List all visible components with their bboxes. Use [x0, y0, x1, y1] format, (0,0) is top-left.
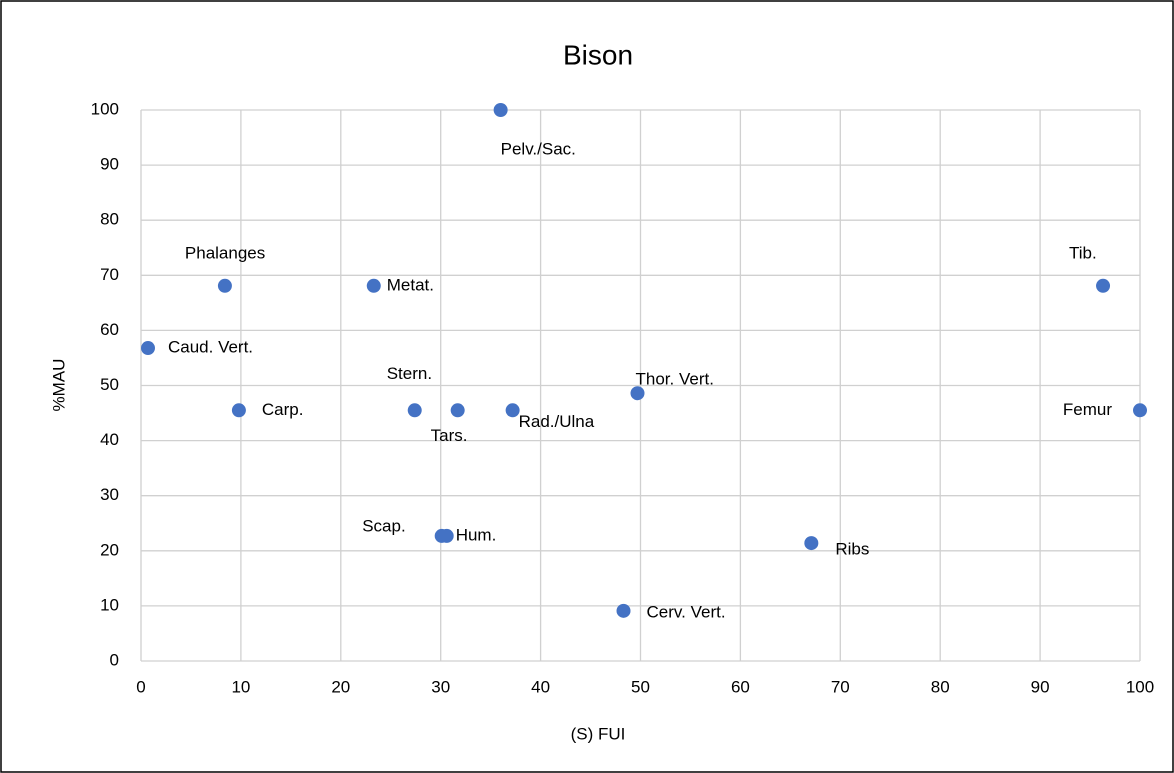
point-label: Carp. [262, 400, 304, 419]
x-tick-label: 50 [631, 677, 650, 696]
point [231, 403, 246, 418]
x-tick-label: 40 [531, 677, 550, 696]
x-tick-label: 100 [1126, 677, 1154, 696]
y-tick-label: 50 [100, 375, 119, 394]
point-label: Metat. [387, 275, 434, 294]
y-tick-label: 40 [100, 430, 119, 449]
point-label: Thor. Vert. [636, 370, 714, 389]
point-label: Phalanges [185, 243, 265, 262]
chart-title: Bison [563, 39, 633, 70]
x-tick-label: 10 [231, 677, 250, 696]
point-label: Pelv./Sac. [501, 139, 576, 158]
y-tick-label: 20 [100, 540, 119, 559]
point [1133, 403, 1147, 418]
point-label: Ribs [835, 540, 869, 559]
y-tick-label: 30 [100, 485, 119, 504]
x-tick-label: 0 [136, 677, 145, 696]
point [804, 536, 819, 551]
point [217, 278, 232, 293]
x-axis-title: (S) FUI [571, 724, 626, 743]
y-tick-label: 80 [100, 210, 119, 229]
y-axis-title: %MAU [49, 359, 68, 412]
x-tick-label: 80 [931, 677, 950, 696]
point-label: Tars. [431, 426, 468, 445]
point-label: Hum. [456, 525, 497, 544]
point-label: Tib. [1069, 243, 1097, 262]
point [616, 603, 631, 618]
x-tick-label: 30 [431, 677, 450, 696]
point [140, 341, 155, 356]
point [493, 103, 508, 117]
y-tick-label: 70 [100, 265, 119, 284]
y-tick-label: 0 [110, 650, 119, 669]
point [630, 386, 645, 401]
y-tick-label: 60 [100, 320, 119, 339]
point-label: Femur [1063, 400, 1112, 419]
x-tick-label: 20 [331, 677, 350, 696]
point [505, 403, 520, 418]
point [439, 528, 454, 543]
point-label: Stern. [387, 364, 432, 383]
y-tick-label: 10 [100, 595, 119, 614]
x-tick-label: 70 [831, 677, 850, 696]
x-tick-label: 60 [731, 677, 750, 696]
point [407, 403, 422, 418]
point-label: Scap. [362, 516, 405, 535]
point-label: Rad./Ulna [519, 412, 595, 431]
point [1096, 278, 1111, 293]
point-label: Cerv. Vert. [647, 602, 726, 621]
point [366, 278, 381, 293]
point [450, 403, 465, 418]
x-tick-label: 90 [1031, 677, 1050, 696]
point-label: Caud. Vert. [168, 338, 253, 357]
y-tick-label: 90 [100, 155, 119, 174]
y-tick-label: 100 [91, 99, 119, 118]
